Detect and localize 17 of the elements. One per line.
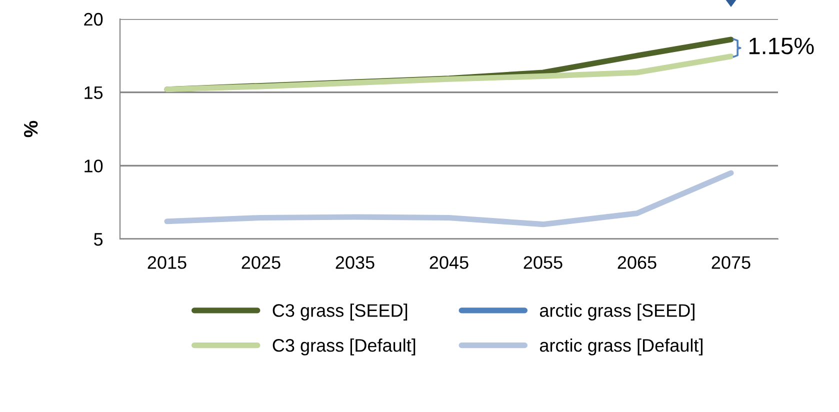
y-tick-label: 15: [84, 86, 103, 100]
y-tick-label: 20: [84, 12, 103, 26]
y-tick-label: 10: [84, 160, 103, 172]
legend-label: C3 grass [Default]: [272, 338, 416, 356]
x-tick-label: 2035: [336, 256, 374, 269]
x-tick-label: 2015: [148, 256, 186, 269]
y-axis-title: %: [24, 120, 38, 138]
x-tick-label: 2065: [618, 256, 656, 269]
x-tick-label: 2045: [430, 256, 468, 269]
x-tick-label: 2075: [712, 256, 750, 269]
legend-label: arctic grass [Default]: [540, 338, 702, 356]
x-tick-label: 2055: [524, 256, 562, 269]
legend-label: C3 grass [SEED]: [272, 304, 408, 320]
x-tick-label: 2025: [242, 256, 280, 269]
annotation: 1.15%: [749, 38, 814, 54]
y-tick-label: 5: [94, 233, 103, 246]
legend-label: arctic grass [SEED]: [540, 304, 694, 320]
